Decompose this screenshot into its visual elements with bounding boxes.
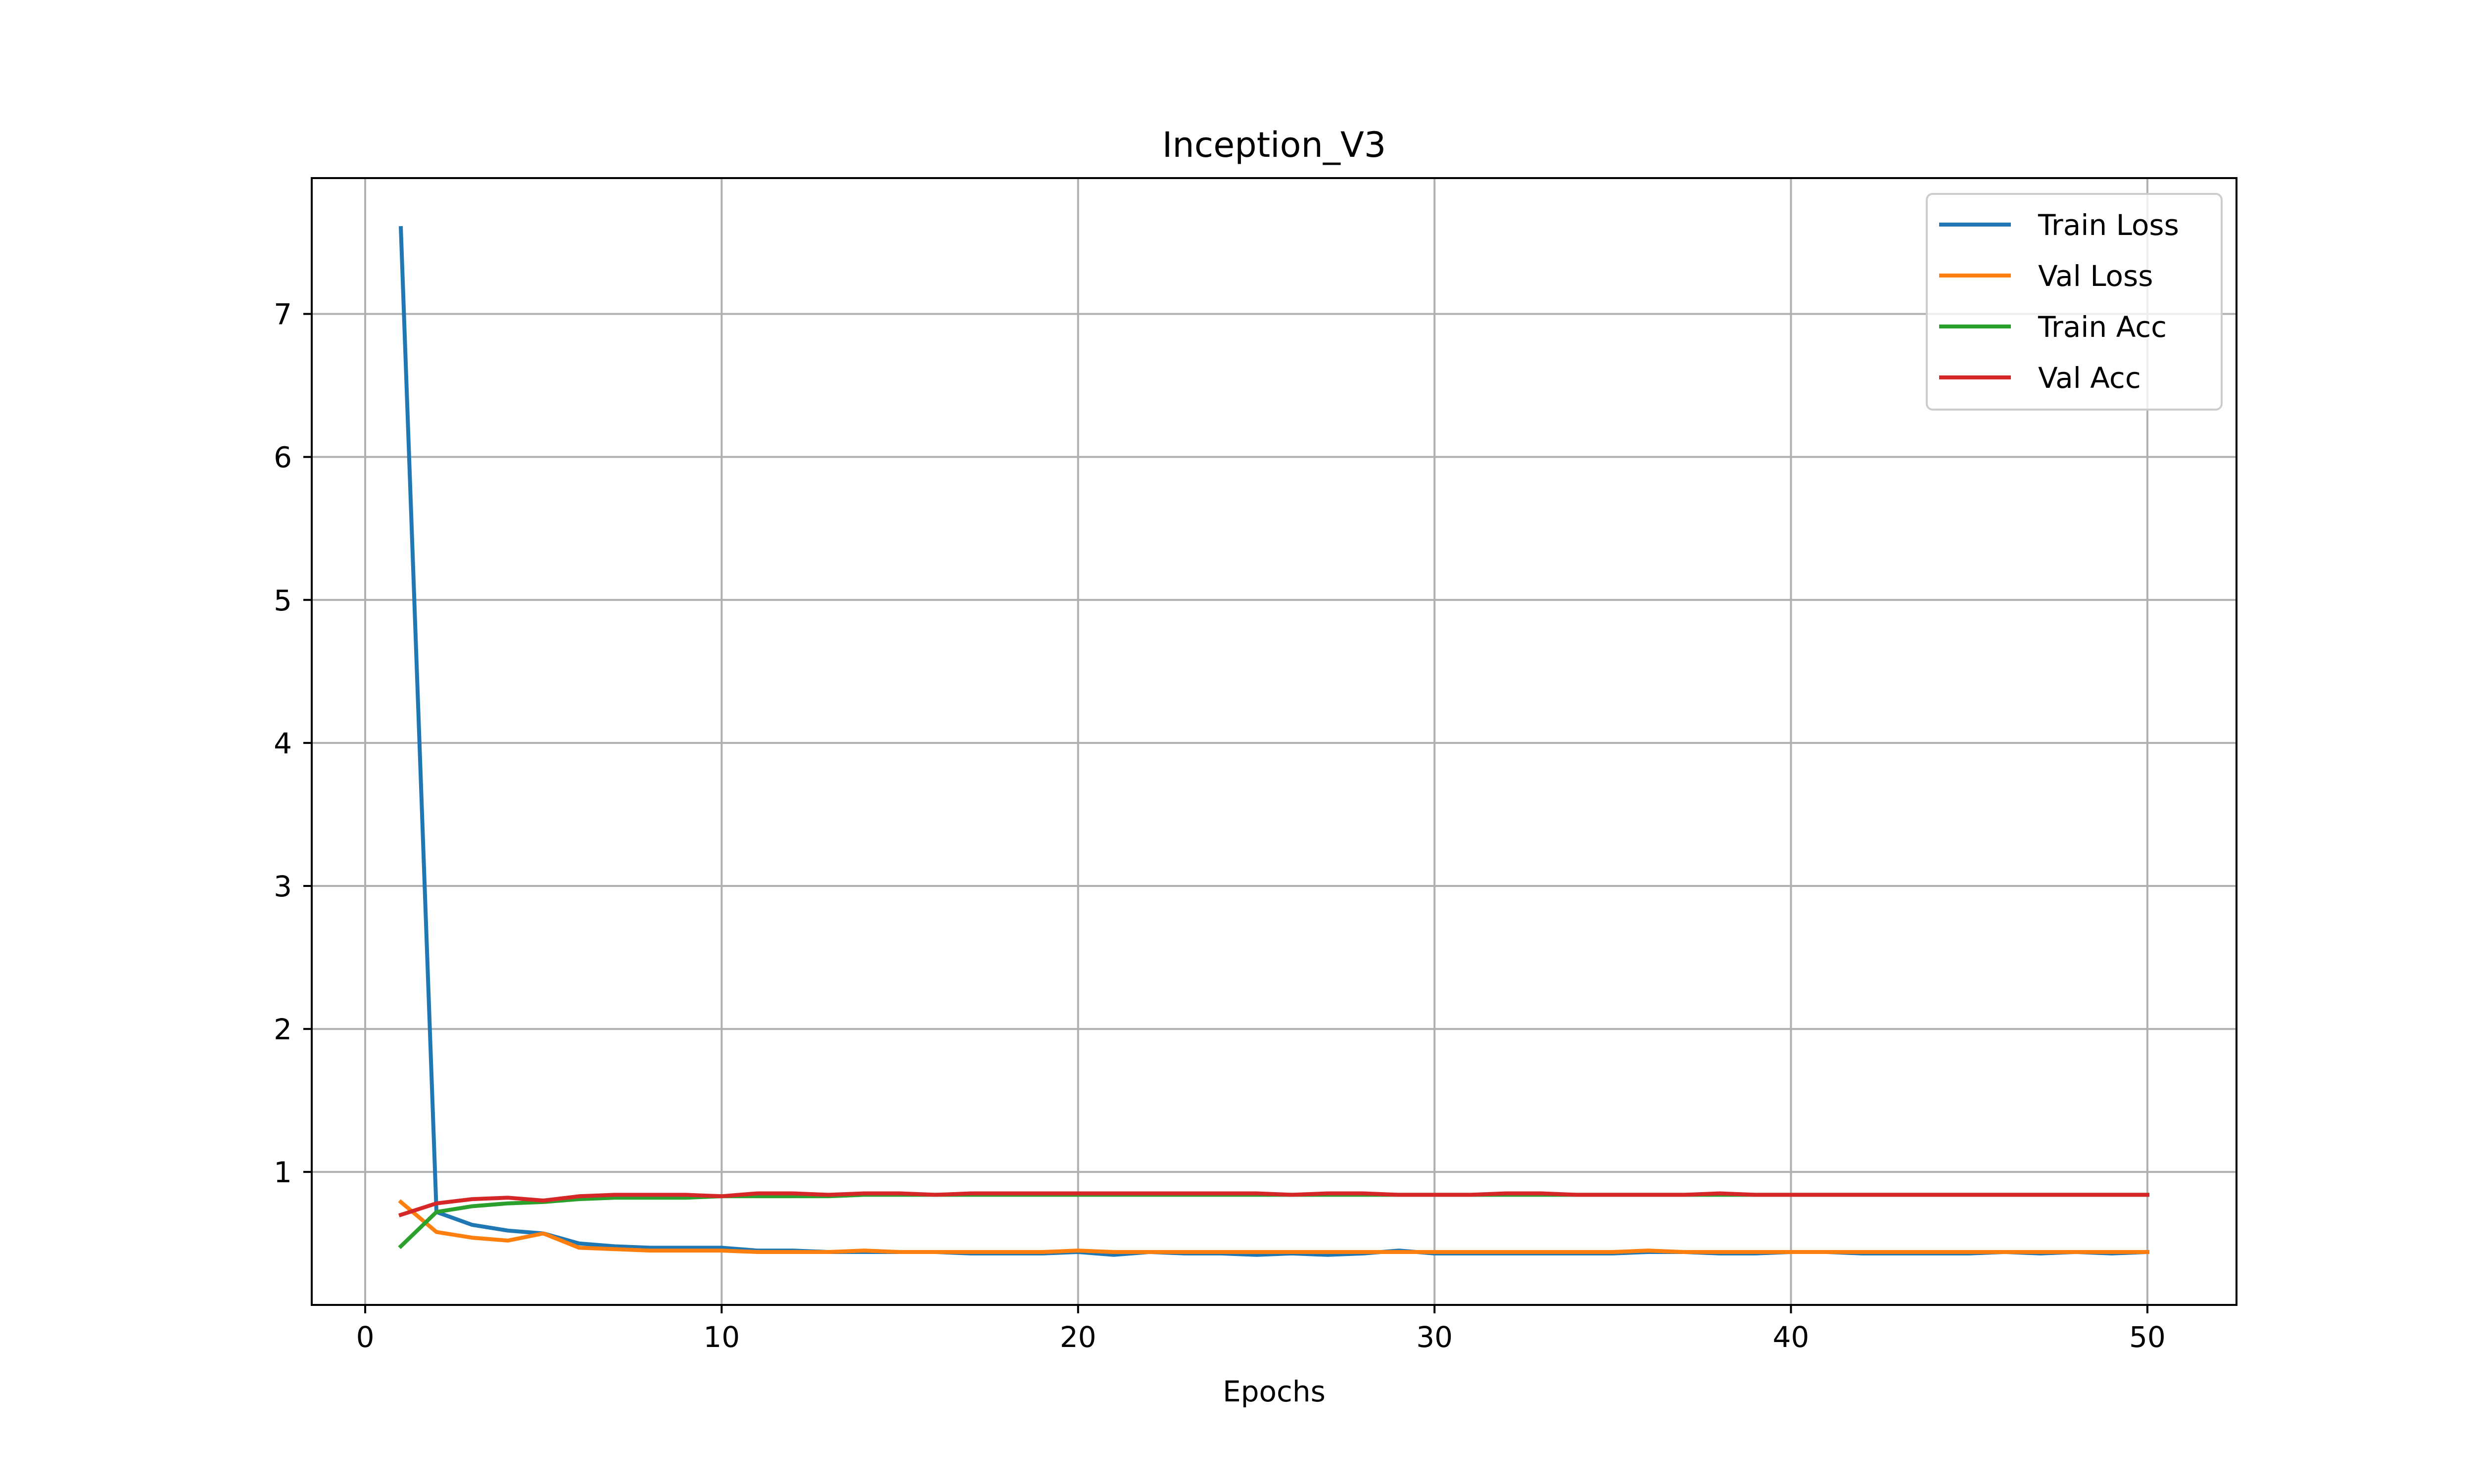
series-line-val-loss	[398, 1199, 2149, 1254]
x-tick-label: 0	[356, 1320, 375, 1354]
x-tick-label: 20	[1060, 1320, 1096, 1354]
plot-frame	[311, 177, 2237, 1306]
y-tick-label: 3	[274, 870, 292, 903]
series-lines	[398, 226, 2150, 1257]
x-tick-label: 30	[1416, 1320, 1453, 1354]
y-tick-label: 5	[274, 584, 292, 617]
legend-label: Train Loss	[2038, 208, 2179, 242]
y-tick-label: 6	[274, 441, 292, 474]
y-tick-label: 7	[274, 298, 292, 331]
x-tick-label: 40	[1773, 1320, 1809, 1354]
series-line-val-acc	[398, 1191, 2149, 1217]
legend-label: Val Acc	[2038, 361, 2141, 395]
y-tick-label: 4	[274, 727, 292, 760]
x-tick-label: 50	[2129, 1320, 2166, 1354]
y-tick-label: 2	[274, 1013, 292, 1046]
axis-ticks: 0 10 20 30 40 50 1 2 3 4 5 6 7	[274, 298, 2166, 1354]
legend: Train Loss Val Loss Train Acc Val Acc	[1926, 193, 2223, 411]
legend-label: Train Acc	[2038, 310, 2167, 344]
legend-label: Val Loss	[2038, 259, 2153, 293]
y-tick-label: 1	[274, 1156, 292, 1189]
legend-box	[1926, 193, 2223, 411]
grid-lines	[312, 178, 2236, 1305]
x-tick-label: 10	[704, 1320, 740, 1354]
x-axis-label: Epochs	[1223, 1375, 1326, 1408]
chart-title: Inception_V3	[1162, 125, 1386, 165]
